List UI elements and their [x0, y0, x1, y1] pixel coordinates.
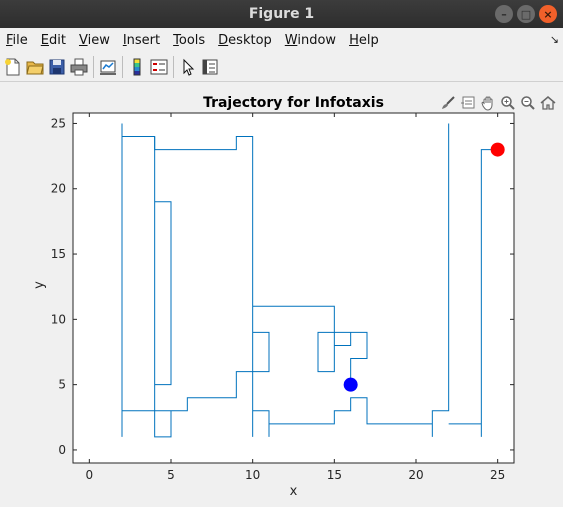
y-tick-label: 0: [58, 443, 66, 457]
menu-file[interactable]: File: [0, 33, 35, 48]
pan-icon[interactable]: [478, 94, 497, 112]
axis-ticks: 0 5 10 15 20 25 0 5 10 15 20 25: [51, 113, 514, 482]
menu-desktop-label: esktop: [228, 32, 272, 48]
figure-toolbar: [0, 52, 563, 82]
menu-view[interactable]: View: [73, 33, 117, 48]
trajectory-path: [154, 201, 172, 386]
data-tips-icon[interactable]: [458, 94, 477, 112]
colorbar-icon[interactable]: [126, 56, 148, 78]
menu-overflow-arrow-icon[interactable]: ↘: [549, 33, 559, 46]
property-inspector-icon[interactable]: [199, 56, 221, 78]
home-icon[interactable]: [538, 94, 557, 112]
link-plot-icon[interactable]: [97, 56, 119, 78]
pointer-icon[interactable]: [177, 56, 199, 78]
zoom-out-icon[interactable]: [518, 94, 537, 112]
menu-view-label: iew: [87, 32, 110, 48]
menu-tools-label: ools: [178, 32, 206, 48]
menu-file-mnemonic: F: [6, 32, 13, 48]
trajectory-path: [122, 371, 254, 437]
plot-svg[interactable]: 0 5 10 15 20 25 0 5 10 15 20 25 Trajectory for Info…: [0, 83, 563, 503]
print-icon[interactable]: [68, 56, 90, 78]
maximize-button[interactable]: □: [517, 5, 535, 23]
menu-edit-label: dit: [49, 32, 66, 48]
y-tick-label: 25: [51, 116, 66, 130]
menu-insert[interactable]: Insert: [117, 33, 167, 48]
new-figure-icon[interactable]: [2, 56, 24, 78]
trajectory-path: [121, 123, 368, 385]
menu-help-label: elp: [358, 32, 379, 48]
menu-window-label: indow: [297, 32, 337, 48]
axes-toolbar: [438, 94, 557, 112]
y-tick-label: 15: [51, 247, 66, 261]
x-tick-label: 10: [245, 468, 260, 482]
y-tick-label: 10: [51, 312, 66, 326]
toolbar-separator: [173, 55, 174, 78]
trajectory-path: [252, 123, 450, 437]
save-icon[interactable]: [46, 56, 68, 78]
close-button[interactable]: ×: [539, 5, 557, 23]
brush-icon[interactable]: [438, 94, 457, 112]
window-title: Figure 1: [248, 6, 315, 22]
menu-file-label: ile: [12, 32, 28, 48]
menu-window[interactable]: Window: [279, 33, 343, 48]
legend-icon[interactable]: [148, 56, 170, 78]
menu-insert-label: nsert: [126, 32, 161, 48]
chart-title: Trajectory for Infotaxis: [203, 95, 384, 111]
minimize-button[interactable]: –: [495, 5, 513, 23]
menu-bar: File Edit View Insert Tools Desktop Wind…: [0, 28, 563, 52]
open-folder-icon[interactable]: [24, 56, 46, 78]
trajectory-path: [448, 149, 498, 437]
zoom-in-icon[interactable]: [498, 94, 517, 112]
menu-desktop[interactable]: Desktop: [212, 33, 279, 48]
trajectory-series: [121, 123, 498, 438]
window-controls: – □ ×: [495, 5, 557, 23]
y-axis-label: y: [32, 281, 47, 289]
menu-desktop-mnemonic: D: [218, 32, 229, 48]
x-axis-label: x: [290, 484, 298, 499]
menu-help[interactable]: Help: [343, 33, 386, 48]
x-tick-label: 0: [86, 468, 94, 482]
markers: [343, 142, 505, 392]
window-titlebar: Figure 1 – □ ×: [0, 0, 563, 28]
menu-tools-mnemonic: T: [173, 32, 179, 48]
x-tick-label: 15: [327, 468, 342, 482]
toolbar-separator: [93, 55, 94, 78]
y-tick-label: 5: [58, 378, 66, 392]
y-tick-label: 20: [51, 182, 66, 196]
trajectory-path: [154, 136, 172, 438]
menu-edit-mnemonic: E: [40, 32, 49, 48]
axes-box: [72, 112, 515, 464]
menu-insert-mnemonic: I: [122, 32, 127, 48]
marker-point-2: [490, 142, 505, 157]
menu-help-mnemonic: H: [349, 32, 359, 48]
figure-canvas: 0 5 10 15 20 25 0 5 10 15 20 25 Trajectory for Info…: [0, 83, 563, 503]
menu-view-mnemonic: V: [78, 32, 88, 48]
marker-point-1: [343, 377, 358, 392]
menu-window-mnemonic: W: [284, 32, 298, 48]
menu-edit[interactable]: Edit: [35, 33, 73, 48]
x-tick-label: 20: [408, 468, 423, 482]
toolbar-separator: [122, 55, 123, 78]
menu-tools[interactable]: Tools: [167, 33, 212, 48]
x-tick-label: 25: [490, 468, 505, 482]
x-tick-label: 5: [167, 468, 175, 482]
